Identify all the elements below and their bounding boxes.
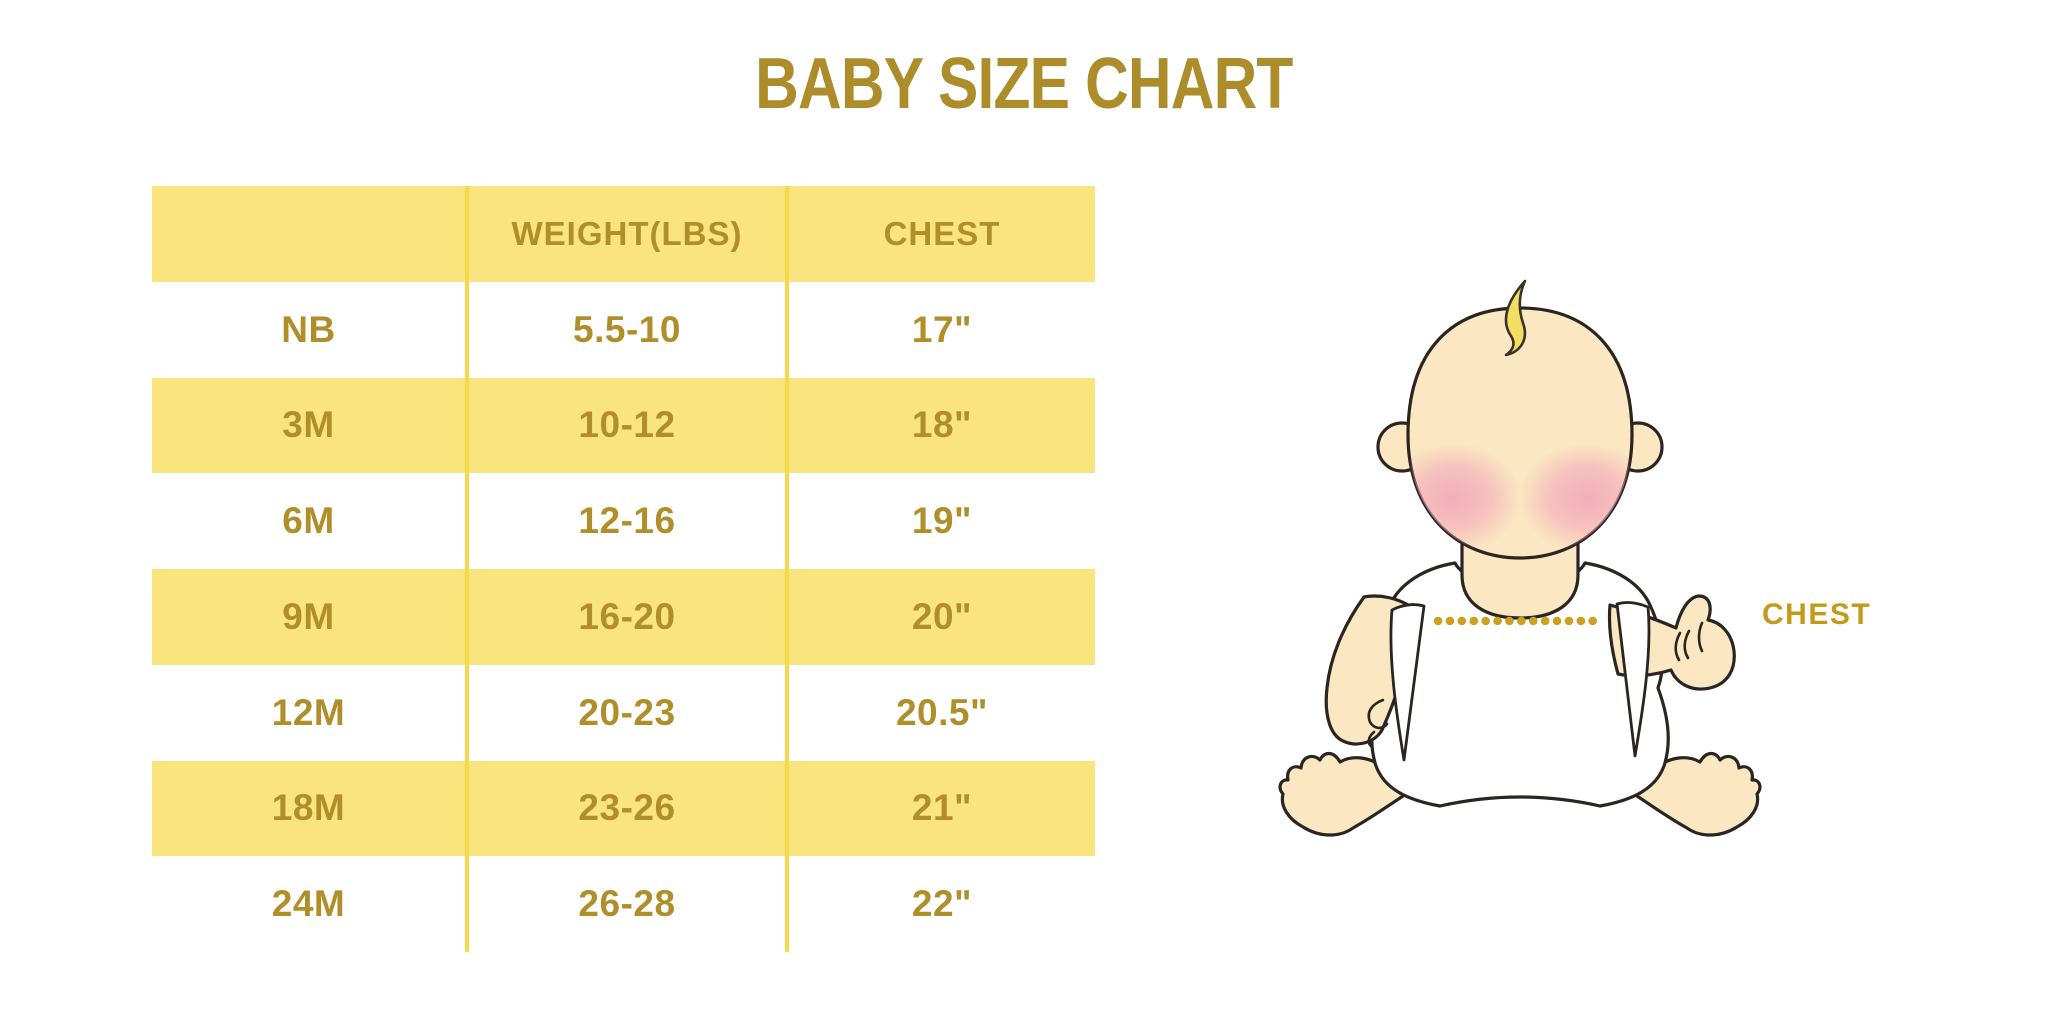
table-row: 24M 26-28 22" <box>152 856 1095 952</box>
chest-cell: 19" <box>785 473 1095 569</box>
weight-cell: 5.5-10 <box>465 281 785 378</box>
size-table: WEIGHT(LBS) CHEST NB 5.5-10 17" 3M 10-12… <box>152 186 1095 952</box>
baby-illustration-svg <box>1278 279 1762 837</box>
right-sleeve-notch <box>1615 601 1651 758</box>
chest-label: CHEST <box>1762 598 1872 631</box>
weight-cell: 23-26 <box>465 760 785 857</box>
weight-cell: 26-28 <box>465 856 785 952</box>
chest-cell: 20.5" <box>785 664 1095 761</box>
header-size-cell <box>152 186 465 282</box>
page-title-text: BABY SIZE CHART <box>755 44 1293 124</box>
table-row: 18M 23-26 21" <box>152 760 1095 857</box>
baby-hair-curl <box>1504 279 1527 357</box>
table-header-row: WEIGHT(LBS) CHEST <box>152 186 1095 282</box>
baby-fist-knuckles <box>1674 621 1704 662</box>
table-row: 3M 10-12 18" <box>152 377 1095 474</box>
chest-cell: 17" <box>785 281 1095 378</box>
weight-cell: 20-23 <box>465 664 785 761</box>
chest-cell: 21" <box>785 760 1095 857</box>
chest-cell: 22" <box>785 856 1095 952</box>
size-cell: 3M <box>282 404 335 446</box>
weight-cell: 16-20 <box>465 569 785 665</box>
left-sleeve-notch <box>1389 603 1426 762</box>
table-row: 6M 12-16 19" <box>152 473 1095 569</box>
chest-cell: 18" <box>785 377 1095 474</box>
baby-left-hand-fingers <box>1367 698 1389 749</box>
size-cell: 24M <box>271 883 346 925</box>
weight-cell: 10-12 <box>465 377 785 474</box>
table-row: 12M 20-23 20.5" <box>152 664 1095 761</box>
page-title: BABY SIZE CHART <box>0 48 2048 120</box>
size-cell: 12M <box>271 691 346 733</box>
header-chest-cell: CHEST <box>785 186 1095 282</box>
size-cell: 18M <box>271 787 346 829</box>
table-row: NB 5.5-10 17" <box>152 281 1095 378</box>
table-row: 9M 16-20 20" <box>152 569 1095 665</box>
size-cell: NB <box>281 308 336 350</box>
chest-cell: 20" <box>785 569 1095 665</box>
baby-illustration <box>1240 260 1940 860</box>
header-weight-cell: WEIGHT(LBS) <box>465 186 785 282</box>
size-cell: 9M <box>282 595 335 637</box>
size-cell: 6M <box>282 500 335 542</box>
weight-cell: 12-16 <box>465 473 785 569</box>
